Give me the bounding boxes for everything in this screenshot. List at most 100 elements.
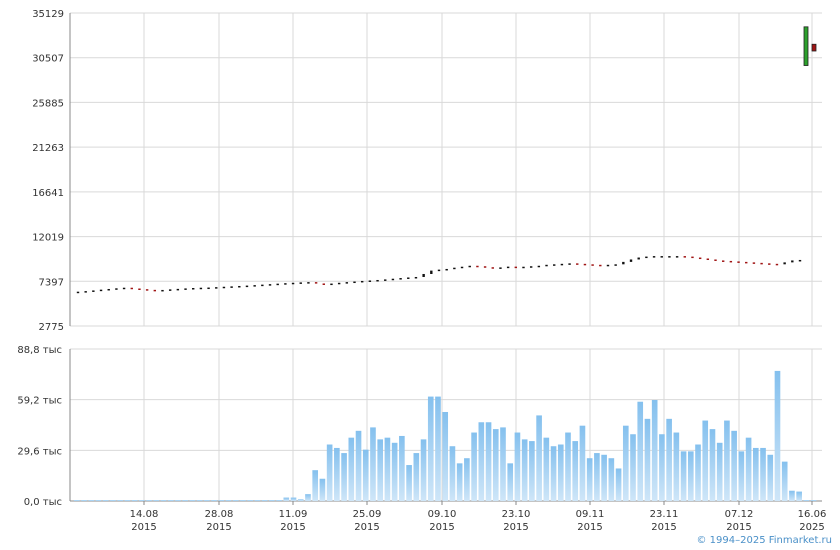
x-tick-date-label: 28.08 [205, 509, 234, 520]
price-candle [553, 264, 556, 266]
price-candle [506, 266, 510, 269]
volume-bar [355, 430, 362, 501]
volume-bar [146, 500, 152, 501]
x-tick-year-label: 2015 [503, 522, 528, 533]
x-axis: 14.08 2015 28.08 2015 11.09 2015 25.09 2015 09.1… [130, 501, 826, 533]
volume-bar [550, 446, 557, 501]
price-candle [691, 256, 694, 259]
price-candle [599, 264, 602, 267]
volume-bar [442, 411, 449, 501]
price-candle [445, 268, 448, 271]
price-candle [99, 289, 103, 292]
price-candle [115, 288, 118, 290]
volume-bar [232, 500, 239, 501]
x-tick-year-label: 2015 [131, 522, 156, 533]
price-candle [215, 287, 218, 289]
volume-bar [81, 500, 87, 501]
volume-bar [529, 441, 535, 501]
x-tick-date-label: 11.09 [279, 509, 308, 520]
price-candle [783, 262, 786, 265]
price-candle [537, 265, 541, 268]
volume-bar [485, 422, 492, 501]
price-candle [522, 266, 525, 269]
volume-bar [276, 500, 282, 501]
volume-bar [196, 500, 203, 501]
price-candle [314, 282, 318, 284]
price-candle [745, 261, 748, 264]
price-candle [675, 256, 679, 258]
volume-bar [471, 432, 477, 501]
x-tick-year-label: 2015 [577, 522, 602, 533]
volume-bar [131, 500, 138, 501]
volume-bar [240, 500, 246, 501]
volume-bar [731, 430, 737, 501]
price-candle [138, 288, 141, 290]
volume-bar [572, 441, 579, 501]
price-candle [192, 288, 195, 290]
volume-bar [666, 418, 672, 501]
volume-bar [225, 500, 232, 501]
volume-bar [117, 500, 123, 501]
price-y-tick-label: 2775 [39, 322, 64, 333]
price-candle [560, 263, 564, 266]
price-candle [153, 289, 157, 292]
volume-bar [507, 463, 514, 501]
x-tick-year-label: 2015 [206, 522, 231, 533]
price-candle [660, 256, 663, 258]
volume-bar [781, 461, 788, 501]
x-tick-year-label: 2015 [726, 522, 751, 533]
price-outlier-candle [811, 43, 817, 52]
price-candle [376, 279, 379, 282]
price-candle [645, 256, 648, 259]
price-candle [483, 266, 487, 268]
volume-bar [659, 434, 665, 501]
volume-bar [608, 458, 615, 501]
price-candle [391, 278, 395, 281]
volume-bar [74, 500, 80, 501]
volume-bar [182, 500, 188, 501]
copyright-link[interactable]: © 1994–2025 Finmarket.ru [696, 535, 832, 546]
volume-bar [211, 500, 217, 501]
price-candle [122, 287, 126, 290]
volume-bar [334, 447, 340, 501]
volume-bar [478, 422, 485, 501]
volume-y-tick-label: 88,8 тыс [17, 345, 62, 356]
volume-bar [789, 490, 795, 501]
volume-bar [204, 500, 210, 501]
x-tick-year-label: 2015 [354, 522, 379, 533]
volume-bar [319, 478, 326, 501]
volume-bar [377, 439, 384, 501]
price-candle [261, 284, 264, 287]
x-tick-year-label: 2015 [651, 522, 676, 533]
volume-bar [175, 500, 181, 501]
price-candle [729, 260, 733, 263]
volume-bar [579, 425, 586, 501]
price-candle [353, 281, 356, 284]
price-candle [345, 282, 349, 284]
price-candle [453, 267, 456, 270]
volume-bar [341, 453, 347, 501]
volume-bar [348, 437, 355, 501]
volume-bar [153, 500, 160, 501]
price-candle [491, 267, 494, 269]
volume-bar [420, 439, 427, 501]
price-y-tick-label: 35129 [32, 9, 64, 20]
volume-bar [752, 447, 759, 501]
volume-bar [738, 451, 745, 501]
volume-y-tick-label: 59,2 тыс [17, 396, 62, 407]
volume-bar [290, 497, 297, 501]
volume-y-tick-label: 0,0 тыс [24, 497, 62, 508]
price-candle [422, 273, 425, 277]
volume-bar [283, 497, 290, 501]
price-candle [414, 276, 418, 279]
price-candle [791, 260, 794, 263]
volume-bar [167, 500, 174, 501]
price-candle [222, 286, 226, 289]
volume-bar [543, 437, 550, 501]
volume-bar [312, 470, 319, 501]
price-candle [721, 260, 725, 262]
price-candle [629, 259, 633, 262]
volume-bar [774, 370, 781, 501]
price-candle [276, 283, 279, 286]
price-candle [768, 263, 771, 265]
